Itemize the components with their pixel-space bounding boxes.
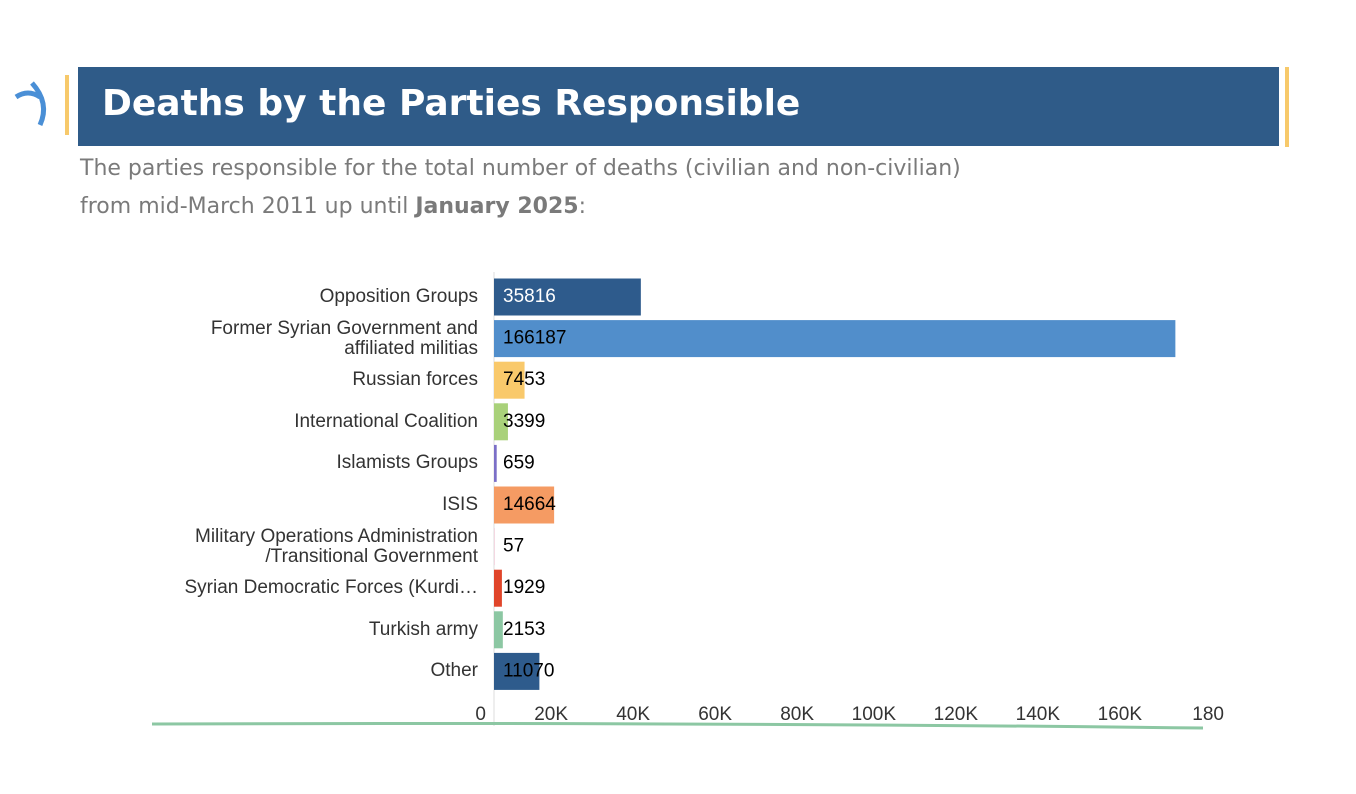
category-label: Former Syrian Government and affiliated …: [210, 317, 478, 359]
data-label: 35816: [503, 286, 556, 307]
logo: [14, 75, 69, 135]
bar: [494, 652, 540, 690]
bar: [494, 611, 503, 649]
accent: [1285, 67, 1289, 147]
bar: [494, 528, 495, 566]
bar: [494, 569, 502, 607]
subtitle-text: from mid-March 2011 up until: [80, 194, 409, 219]
data-label: 1929: [503, 577, 545, 598]
title: Deaths by the Parties Responsible: [102, 83, 801, 124]
x-tick-label: 40K: [616, 704, 650, 725]
category-label: Russian forces: [352, 369, 478, 391]
x-tick-label: 20K: [534, 704, 568, 725]
category-label: Other: [430, 660, 478, 682]
category-label: ISIS: [442, 494, 478, 515]
x-tick-label: 100K: [852, 704, 897, 725]
data-label: 3399: [503, 411, 545, 432]
category-label: International Coalition: [294, 410, 478, 432]
subtitle-end: :: [578, 194, 587, 219]
category-label: Turkish army: [368, 618, 478, 640]
subtitle-date: January 2025: [415, 194, 579, 219]
x-tick-label: 160K: [1098, 704, 1143, 725]
data-label: 7453: [503, 369, 545, 390]
subtitle: from mid-March 2011 up until January 202…: [80, 194, 586, 219]
category-label: Islamists Groups: [336, 452, 478, 474]
category-label: Syrian Democratic Forces (Kurdi…: [184, 577, 478, 599]
bar: [494, 361, 525, 399]
subtitle: The parties responsible for the total nu…: [80, 156, 961, 181]
divider: [151, 722, 1204, 730]
x-tick-label: 180: [1192, 704, 1224, 725]
data-label: 14664: [503, 494, 556, 515]
banner: Deaths by the Parties Responsible: [78, 67, 1279, 146]
x-tick-label: 140K: [1016, 704, 1061, 725]
bar: [494, 320, 1176, 358]
x-tick-label: 60K: [698, 704, 732, 725]
bar: [494, 486, 555, 524]
x-tick-label: 120K: [934, 704, 979, 725]
bar: [494, 403, 508, 441]
data-label: 659: [503, 452, 535, 473]
x-tick-label: 0: [475, 704, 486, 725]
bar: [494, 278, 641, 316]
bar: [494, 444, 497, 482]
category-label: Opposition Groups: [319, 286, 478, 307]
data-label: 57: [503, 536, 524, 557]
x-tick-label: 80K: [780, 704, 814, 725]
category-label: Military Operations Administration /Tran…: [195, 525, 478, 567]
data-label: 2153: [503, 619, 545, 640]
data-label: 166187: [503, 328, 566, 349]
data-label: 11070: [503, 660, 554, 681]
